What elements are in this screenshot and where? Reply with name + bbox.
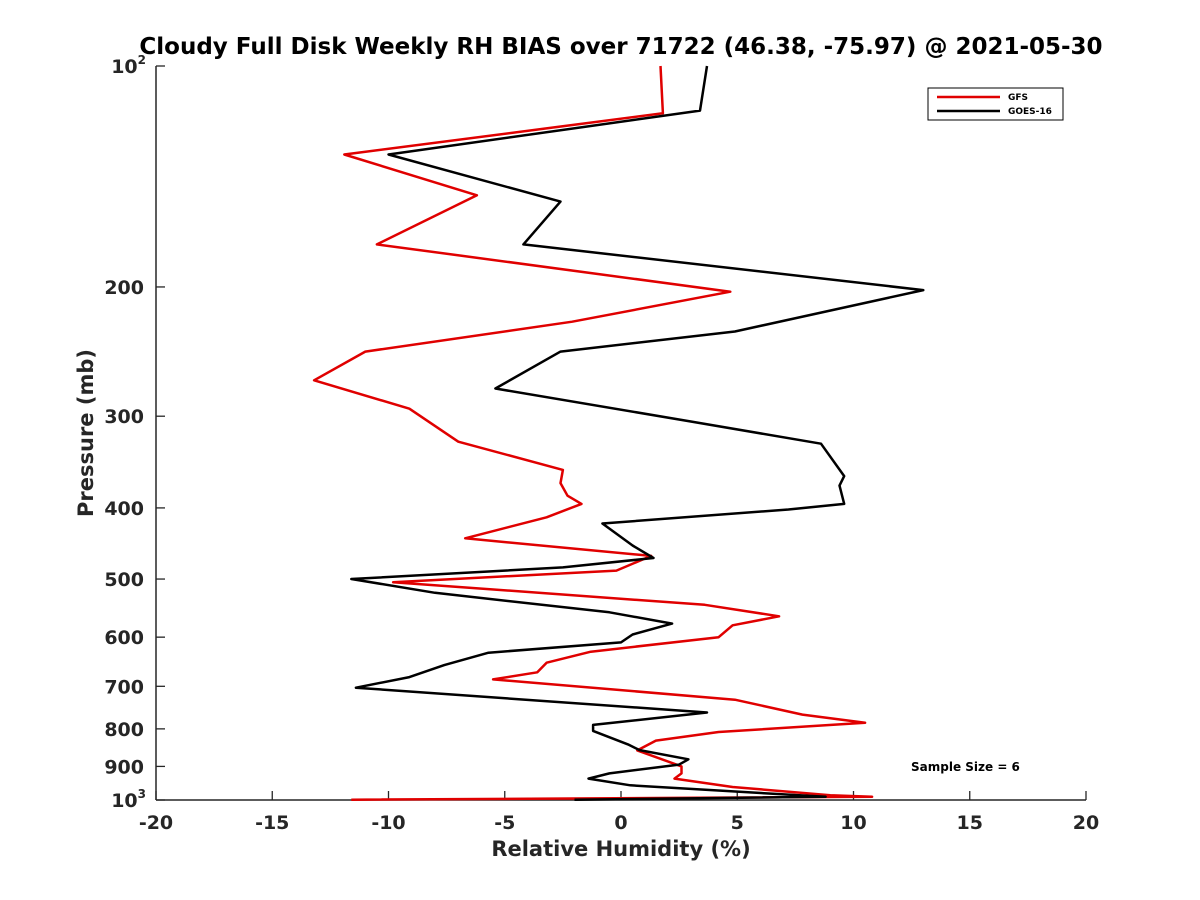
x-tick-label: 0 bbox=[614, 812, 627, 834]
x-tick-label: 10 bbox=[840, 812, 866, 834]
x-axis-label: Relative Humidity (%) bbox=[491, 837, 750, 861]
y-tick-label: 700 bbox=[104, 676, 144, 698]
x-tick-label: 20 bbox=[1073, 812, 1099, 834]
y-tick-label: 500 bbox=[104, 569, 144, 591]
series-line-goes16 bbox=[350, 65, 925, 801]
y-axis-label: Pressure (mb) bbox=[74, 349, 98, 517]
series-line-gfs bbox=[312, 65, 874, 801]
y-tick-label: 400 bbox=[104, 498, 144, 520]
y-tick-label: 900 bbox=[104, 756, 144, 778]
y-tick-label: 600 bbox=[104, 627, 144, 649]
x-tick-label: 15 bbox=[957, 812, 983, 834]
y-tick-label: 300 bbox=[104, 406, 144, 428]
x-tick-label: 5 bbox=[731, 812, 744, 834]
legend-box bbox=[927, 87, 1064, 121]
y-tick-label-top: 102 bbox=[111, 53, 146, 78]
y-tick-label: 800 bbox=[104, 719, 144, 741]
x-tick-label: -15 bbox=[255, 812, 289, 834]
sample-size-annotation: Sample Size = 6 bbox=[911, 760, 1020, 774]
legend: GFS GOES-16 bbox=[927, 87, 1064, 121]
y-tick-label-bottom: 103 bbox=[111, 787, 146, 812]
x-tick-label: -20 bbox=[139, 812, 173, 834]
y-tick-label: 200 bbox=[104, 277, 144, 299]
legend-label-goes16: GOES-16 bbox=[1008, 107, 1052, 117]
x-tick-label: -10 bbox=[371, 812, 405, 834]
legend-label-gfs: GFS bbox=[1008, 93, 1028, 103]
chart-title: Cloudy Full Disk Weekly RH BIAS over 717… bbox=[139, 34, 1102, 60]
x-tick-label: -5 bbox=[494, 812, 515, 834]
